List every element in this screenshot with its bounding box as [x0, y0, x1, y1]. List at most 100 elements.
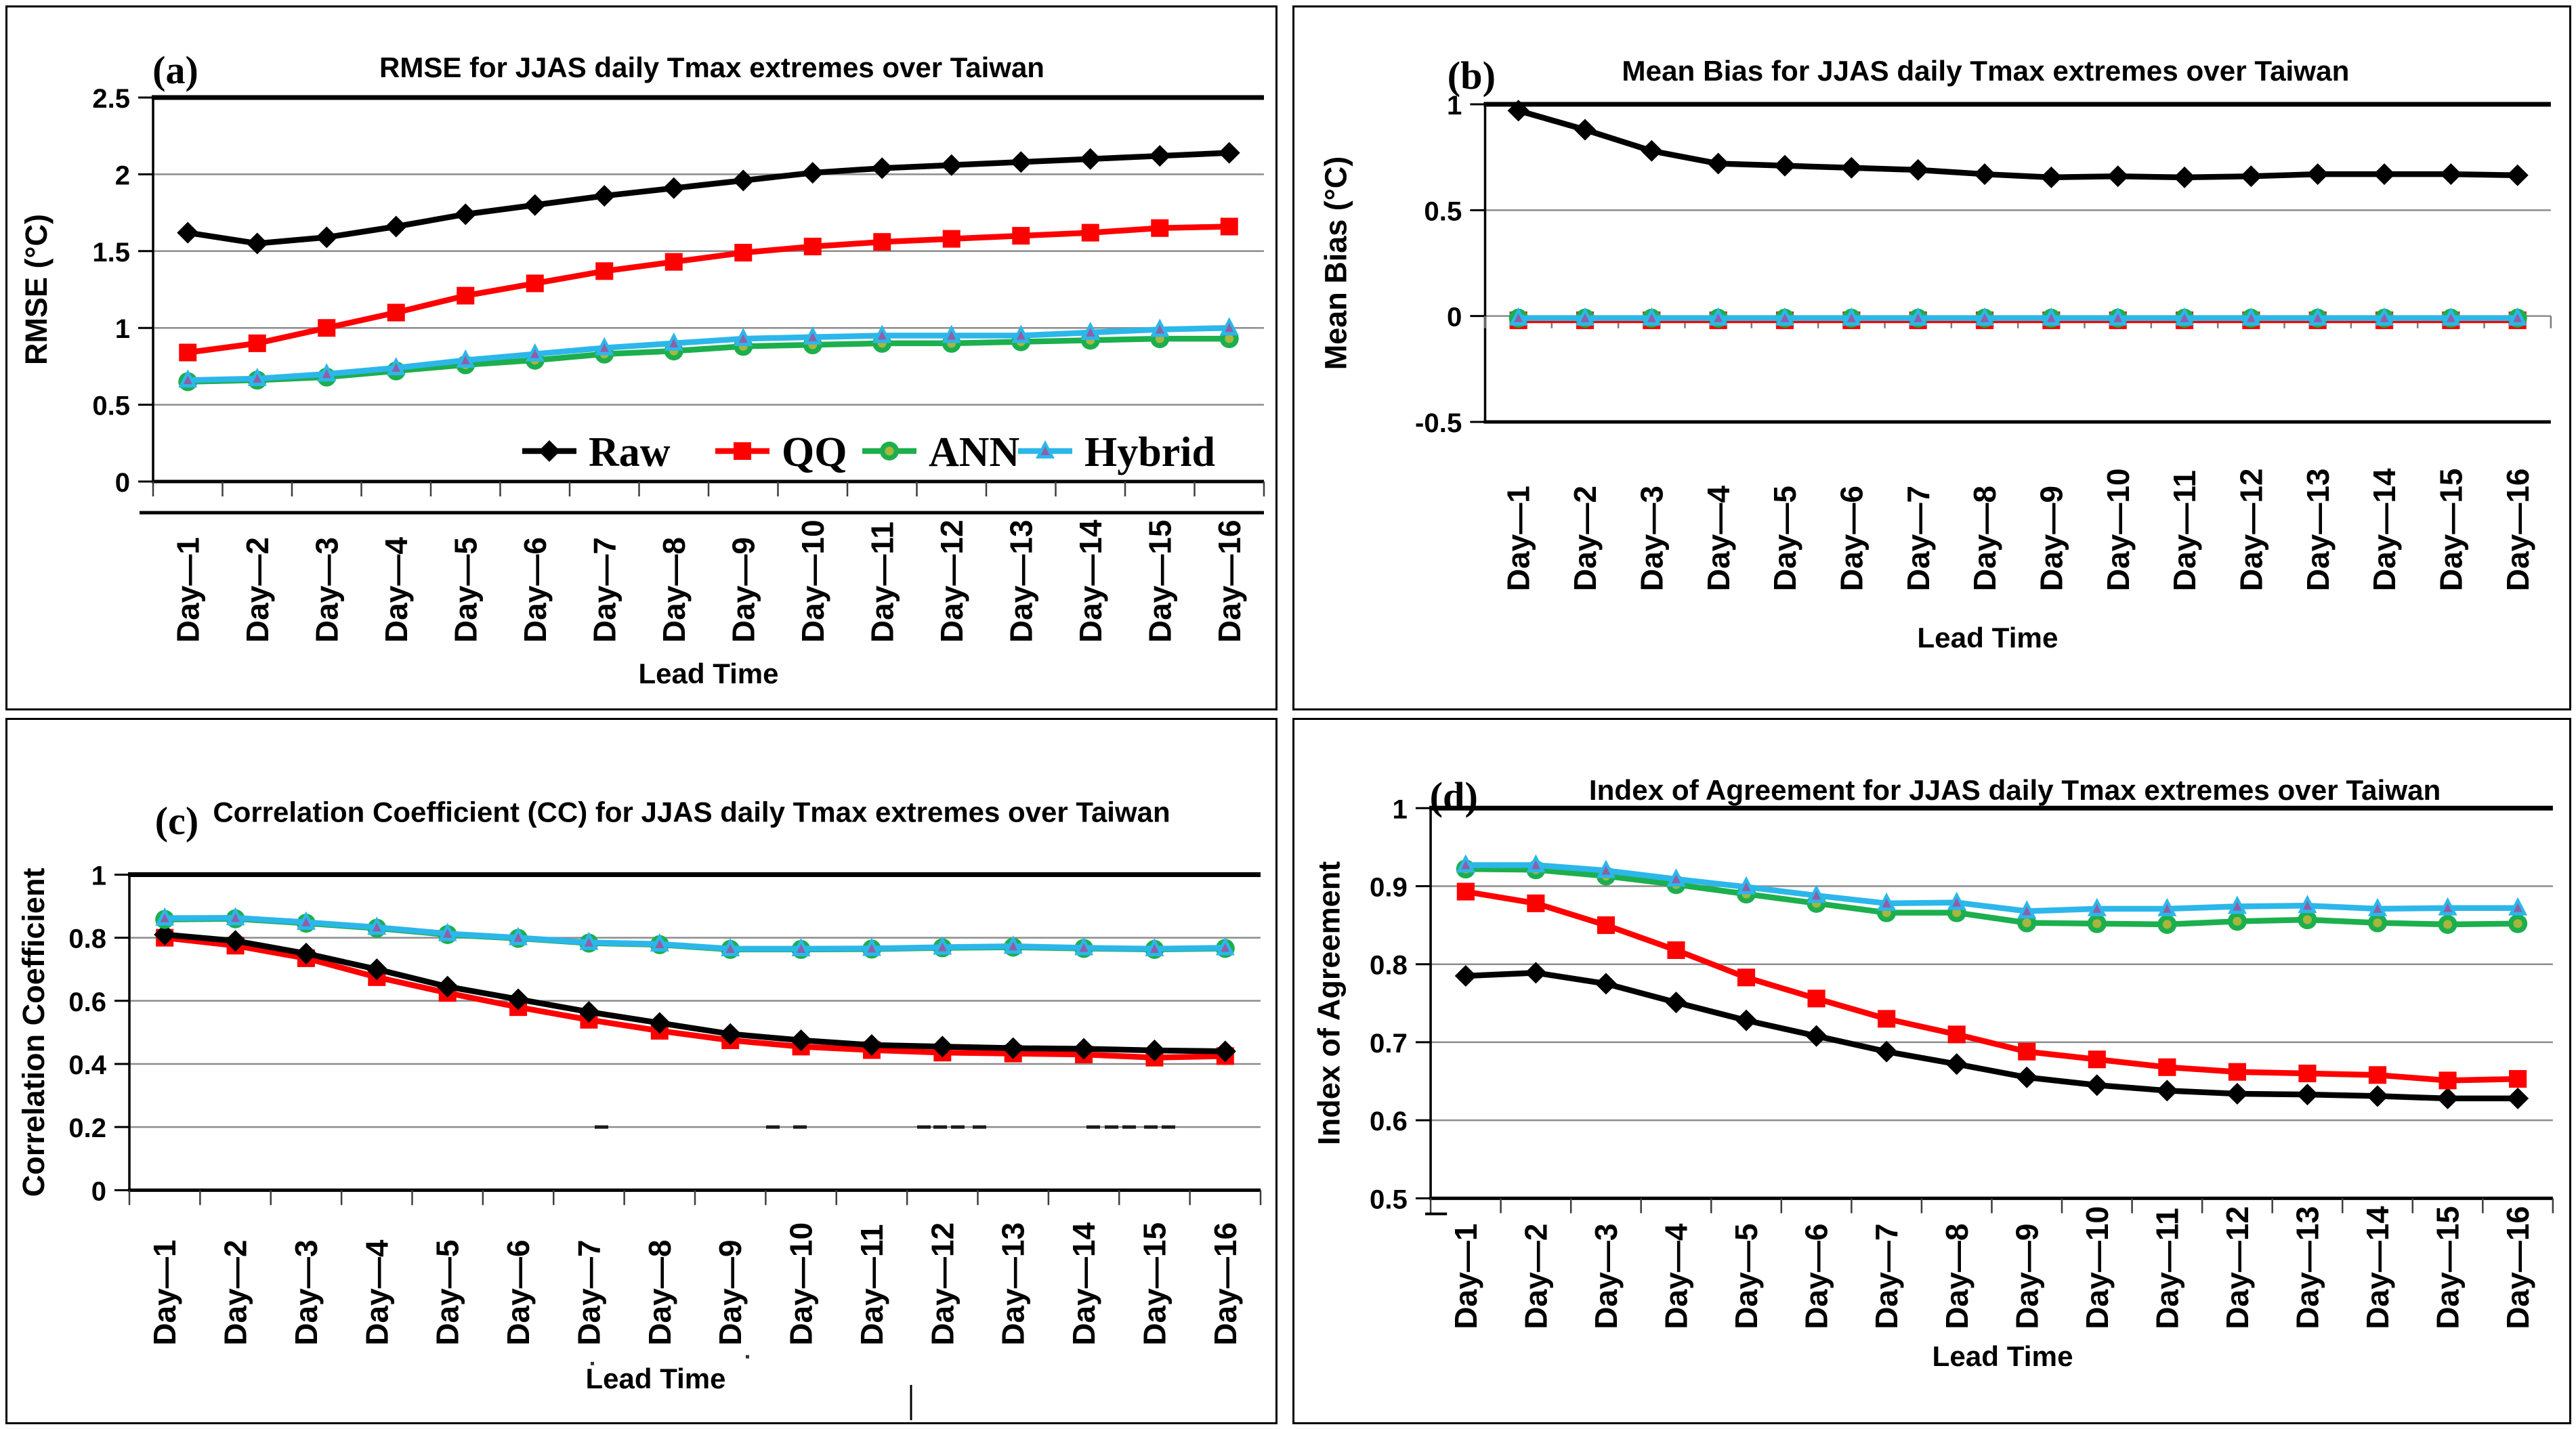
x-tick-label: Day—7 [1869, 1224, 1904, 1329]
Raw-marker [1214, 1040, 1236, 1063]
Hybrid-marker-center [2113, 313, 2123, 322]
Raw-marker [2507, 1087, 2529, 1109]
ANN-marker-center [2513, 919, 2522, 929]
y-tick-label: 0.9 [1370, 872, 1408, 903]
QQ-marker [318, 319, 336, 337]
Hybrid-marker-center [2246, 313, 2256, 322]
x-tick-label: Day—4 [379, 537, 414, 643]
y-tick-label: 0 [115, 468, 130, 498]
QQ-marker [664, 253, 683, 271]
x-tick-label: Day—16 [1212, 519, 1247, 643]
Hybrid-marker-center [1914, 313, 1923, 322]
Hybrid-marker-center [1882, 898, 1891, 908]
Raw-marker [2016, 1066, 2038, 1088]
ANN-legend-marker-center [885, 446, 894, 456]
Raw-marker [316, 226, 338, 249]
Hybrid-marker-center [797, 943, 806, 953]
Hybrid-marker-center [1671, 874, 1681, 884]
panel-d-index-of-agreement: 0.5 0.6 0.7 0.8 0.9 1 Day—1 Day—2 Day—3 Day—4 Day—… [1292, 718, 2571, 1424]
x-tick-label: Day—14 [1073, 519, 1108, 643]
Raw-marker [2436, 1087, 2459, 1109]
Raw-marker [790, 1029, 812, 1052]
Hybrid-marker-center [2513, 313, 2522, 322]
Hybrid-marker-center [2446, 313, 2455, 322]
x-tick-label: Day—8 [656, 537, 692, 643]
Hybrid-marker-center [1149, 943, 1159, 953]
Raw-marker [366, 958, 388, 981]
y-axis-title: Mean Bias (°C) [1318, 156, 1353, 370]
y-tick-label: 1 [91, 861, 106, 891]
Hybrid-marker-center [867, 943, 877, 953]
Raw-marker [1840, 156, 1863, 179]
y-tick-label: 0.7 [1370, 1028, 1408, 1059]
Hybrid-marker-center [1952, 897, 1962, 907]
Raw-marker [1010, 151, 1032, 173]
panel-letter: (a) [152, 48, 198, 92]
Raw-line [1462, 970, 2521, 1102]
Hybrid-marker-center [1714, 313, 1723, 322]
Raw-marker [2366, 1085, 2389, 1107]
Hybrid-legend-marker-center [1040, 446, 1050, 455]
QQ-line [1462, 889, 2521, 1084]
Raw-marker [2506, 164, 2529, 186]
Hybrid-marker-center [2046, 313, 2056, 322]
Raw-marker [1773, 154, 1796, 177]
Hybrid-marker-center [1601, 866, 1611, 875]
Hybrid-marker-center [1846, 313, 1856, 322]
y-tick-label: 2 [115, 161, 130, 190]
Hybrid-marker-center [1225, 323, 1234, 333]
x-tick-label: Day—6 [518, 537, 553, 643]
x-tick-label: Day—8 [1967, 486, 2002, 591]
Hybrid-marker-center [1009, 941, 1018, 951]
Hybrid-marker-center [513, 933, 523, 942]
QQ-marker [457, 286, 475, 305]
y-tick-label: 0 [1447, 303, 1462, 333]
Hybrid-legend-label: Hybrid [1084, 429, 1215, 475]
Hybrid-marker-center [2092, 903, 2102, 913]
Raw-marker [2226, 1082, 2248, 1105]
Raw-legend-marker [539, 440, 560, 462]
x-tick-label: Day—6 [1799, 1224, 1834, 1329]
Hybrid-marker-center [1780, 313, 1790, 322]
y-tick-label: 0.4 [68, 1050, 106, 1080]
x-tick-label: Day—10 [795, 519, 830, 643]
y-axis-title: Index of Agreement [1311, 861, 1346, 1145]
ANN-line [185, 335, 1232, 385]
Raw-marker [1945, 1053, 1968, 1075]
Raw-marker [1454, 964, 1477, 987]
x-tick-label: Day—4 [1701, 486, 1736, 591]
x-axis-title: Lead Time [639, 658, 779, 689]
y-tick-label: 0.8 [1370, 950, 1408, 981]
ANN-marker-center [2373, 918, 2382, 928]
x-tick-label: Day—1 [1501, 486, 1536, 591]
correlation-coefficient-chart: 0 0.2 0.4 0.6 0.8 1 Day—1 Day—2 Day—3 Day—4 Day—5 D… [16, 796, 1262, 1420]
Raw-marker [507, 988, 530, 1010]
x-tick-label: Day—4 [359, 1239, 394, 1346]
legend: Raw QQ ANN Hybrid [522, 429, 1215, 475]
QQ-marker [1878, 1010, 1896, 1028]
Raw-marker [593, 185, 616, 207]
Hybrid-marker-center [1086, 328, 1095, 337]
Hybrid-marker-center [1812, 891, 1821, 900]
Raw-marker [662, 177, 685, 199]
QQ-marker [2228, 1063, 2246, 1081]
y-tick-label: 0.6 [68, 987, 106, 1017]
QQ-marker [1081, 223, 1099, 242]
Raw-marker [2306, 163, 2329, 186]
Raw-marker [455, 203, 477, 226]
Hybrid-marker-center [2443, 903, 2453, 912]
QQ-marker [1597, 916, 1616, 935]
Raw-line [161, 931, 1229, 1054]
Hybrid-marker-center [322, 369, 331, 379]
x-tick-label: Day—9 [2009, 1224, 2044, 1329]
y-tick-label: 0.6 [1370, 1106, 1408, 1136]
panel-title: RMSE for JJAS daily Tmax extremes over T… [379, 51, 1044, 83]
Hybrid-marker-center [443, 929, 452, 938]
x-axis-title: Lead Time [1933, 1340, 2073, 1372]
x-tick-label: Day—11 [864, 521, 900, 643]
Raw-marker [871, 157, 893, 179]
ANN-legend-label: ANN [929, 429, 1019, 475]
x-tick-label: Day—14 [1066, 1222, 1101, 1346]
QQ-marker [873, 233, 891, 251]
